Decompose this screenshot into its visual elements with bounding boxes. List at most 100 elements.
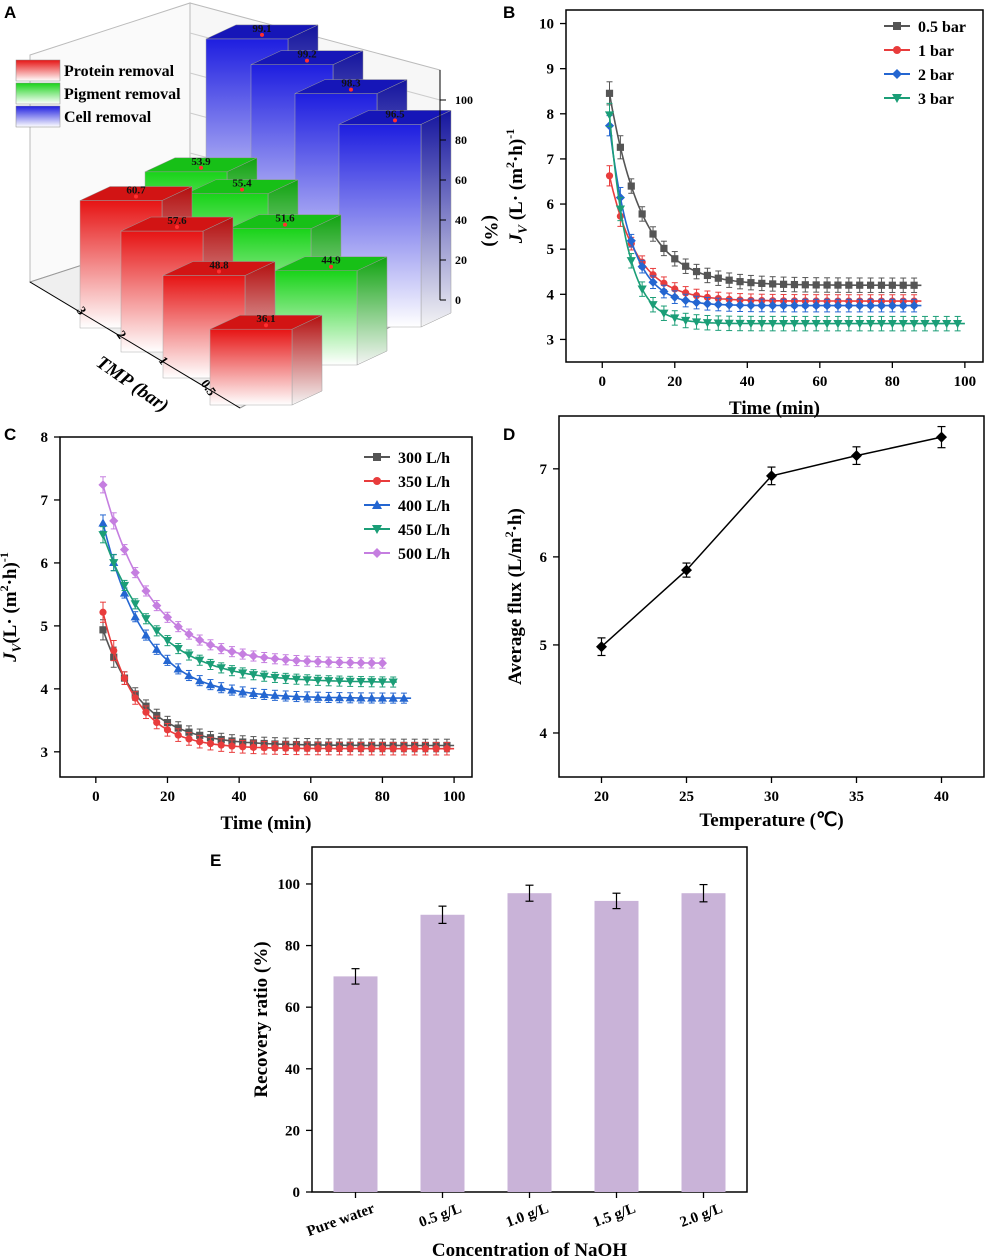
data-point — [768, 320, 778, 329]
data-point — [324, 657, 334, 667]
data-point — [259, 689, 269, 699]
data-point — [162, 655, 173, 664]
data-point — [909, 300, 919, 311]
data-point — [876, 320, 887, 329]
data-point — [259, 672, 269, 681]
data-point — [248, 688, 259, 697]
data-point — [931, 320, 941, 329]
data-point — [936, 431, 947, 443]
data-point — [98, 531, 108, 540]
y-axis-title: (%) — [480, 215, 501, 247]
data-point — [227, 647, 237, 657]
x-tick-label: 80 — [375, 789, 390, 805]
data-point — [367, 658, 377, 668]
data-point — [153, 711, 161, 720]
bar-top-marker — [134, 194, 138, 199]
data-point — [648, 277, 658, 287]
x-tick-label: 100 — [443, 789, 466, 805]
data-point — [216, 644, 226, 654]
legend-label: Cell removal — [64, 109, 152, 126]
data-point — [649, 230, 657, 238]
x-tick-label: 25 — [679, 789, 694, 805]
legend-label: 0.5 bar — [918, 19, 966, 36]
y-tick-label: 4 — [540, 726, 548, 742]
data-point — [801, 281, 809, 289]
data-point — [131, 694, 139, 702]
data-point — [671, 255, 679, 263]
data-point — [303, 744, 311, 753]
data-point — [389, 745, 397, 753]
data-point — [378, 745, 387, 753]
data-point — [282, 744, 290, 752]
data-point — [887, 320, 897, 329]
data-point — [205, 660, 216, 670]
legend-swatch — [15, 105, 61, 128]
x-tick-label: 20 — [160, 789, 175, 805]
data-point — [238, 687, 248, 696]
data-point — [877, 281, 886, 289]
y-tick-label: 20 — [285, 1123, 300, 1139]
legend-label: 450 L/h — [398, 522, 450, 539]
data-point — [109, 516, 119, 526]
data-point — [443, 745, 451, 753]
data-point — [152, 627, 162, 636]
data-point — [833, 300, 843, 311]
plot-frame — [59, 436, 473, 778]
bar-top-marker — [329, 264, 333, 269]
x-axis-title: Concentration of NaOH — [432, 1240, 627, 1260]
data-point — [270, 690, 280, 699]
y-tick-label: 80 — [285, 939, 300, 955]
data-point — [216, 664, 226, 673]
legend-label: 3 bar — [918, 91, 954, 108]
data-point — [887, 300, 897, 311]
y-title-sup2: -1 — [0, 552, 11, 562]
bar-value-label: 44.9 — [321, 255, 341, 267]
y-tick-label: 40 — [285, 1062, 300, 1078]
data-point — [153, 718, 161, 727]
data-point — [778, 300, 789, 311]
y-title-text: (L· (m — [506, 168, 527, 225]
plot-frame — [565, 9, 984, 363]
data-point — [377, 678, 388, 687]
bar-top-marker — [260, 32, 264, 37]
y-tick-label: 60 — [455, 173, 467, 187]
bar-top — [185, 179, 299, 194]
bar-top — [294, 79, 408, 94]
bar — [594, 900, 639, 1192]
x-tick-label: 2.0 g/L — [678, 1201, 725, 1231]
data-point — [865, 300, 876, 311]
x-tick-label: 0 — [599, 374, 607, 390]
data-point — [130, 568, 140, 578]
bar-value-label: 96.5 — [385, 108, 405, 120]
y-axis-title: Average flux (L/m2·h) — [502, 508, 526, 685]
y-axis-title: JV(L· (m2·h)-1 — [0, 552, 24, 663]
y-tick-label: 100 — [455, 93, 473, 107]
data-point — [660, 244, 668, 253]
data-point — [345, 658, 355, 668]
data-point — [605, 172, 614, 180]
bar-top-marker — [283, 222, 287, 227]
bar-value-label: 99.2 — [297, 49, 317, 61]
data-point — [844, 300, 854, 311]
data-point — [248, 671, 259, 680]
y-title-j: J — [506, 233, 527, 244]
y-tick-label: 8 — [547, 107, 555, 123]
bar-top-marker — [199, 165, 203, 170]
data-point — [162, 612, 173, 622]
x-tick-label: 60 — [812, 374, 827, 390]
y-tick-label: 10 — [539, 17, 554, 33]
legend-label: 1 bar — [918, 43, 954, 60]
y-tick-label: 0 — [293, 1185, 301, 1201]
data-point — [800, 320, 810, 329]
data-point — [281, 691, 291, 700]
data-point — [713, 319, 723, 328]
data-point — [626, 257, 636, 266]
legend-swatch — [15, 59, 61, 82]
data-point — [811, 320, 821, 329]
bar-top — [250, 50, 364, 65]
data-point — [615, 205, 625, 214]
data-point — [910, 281, 918, 289]
data-point — [757, 319, 767, 329]
y-tick-label: 7 — [540, 462, 548, 478]
